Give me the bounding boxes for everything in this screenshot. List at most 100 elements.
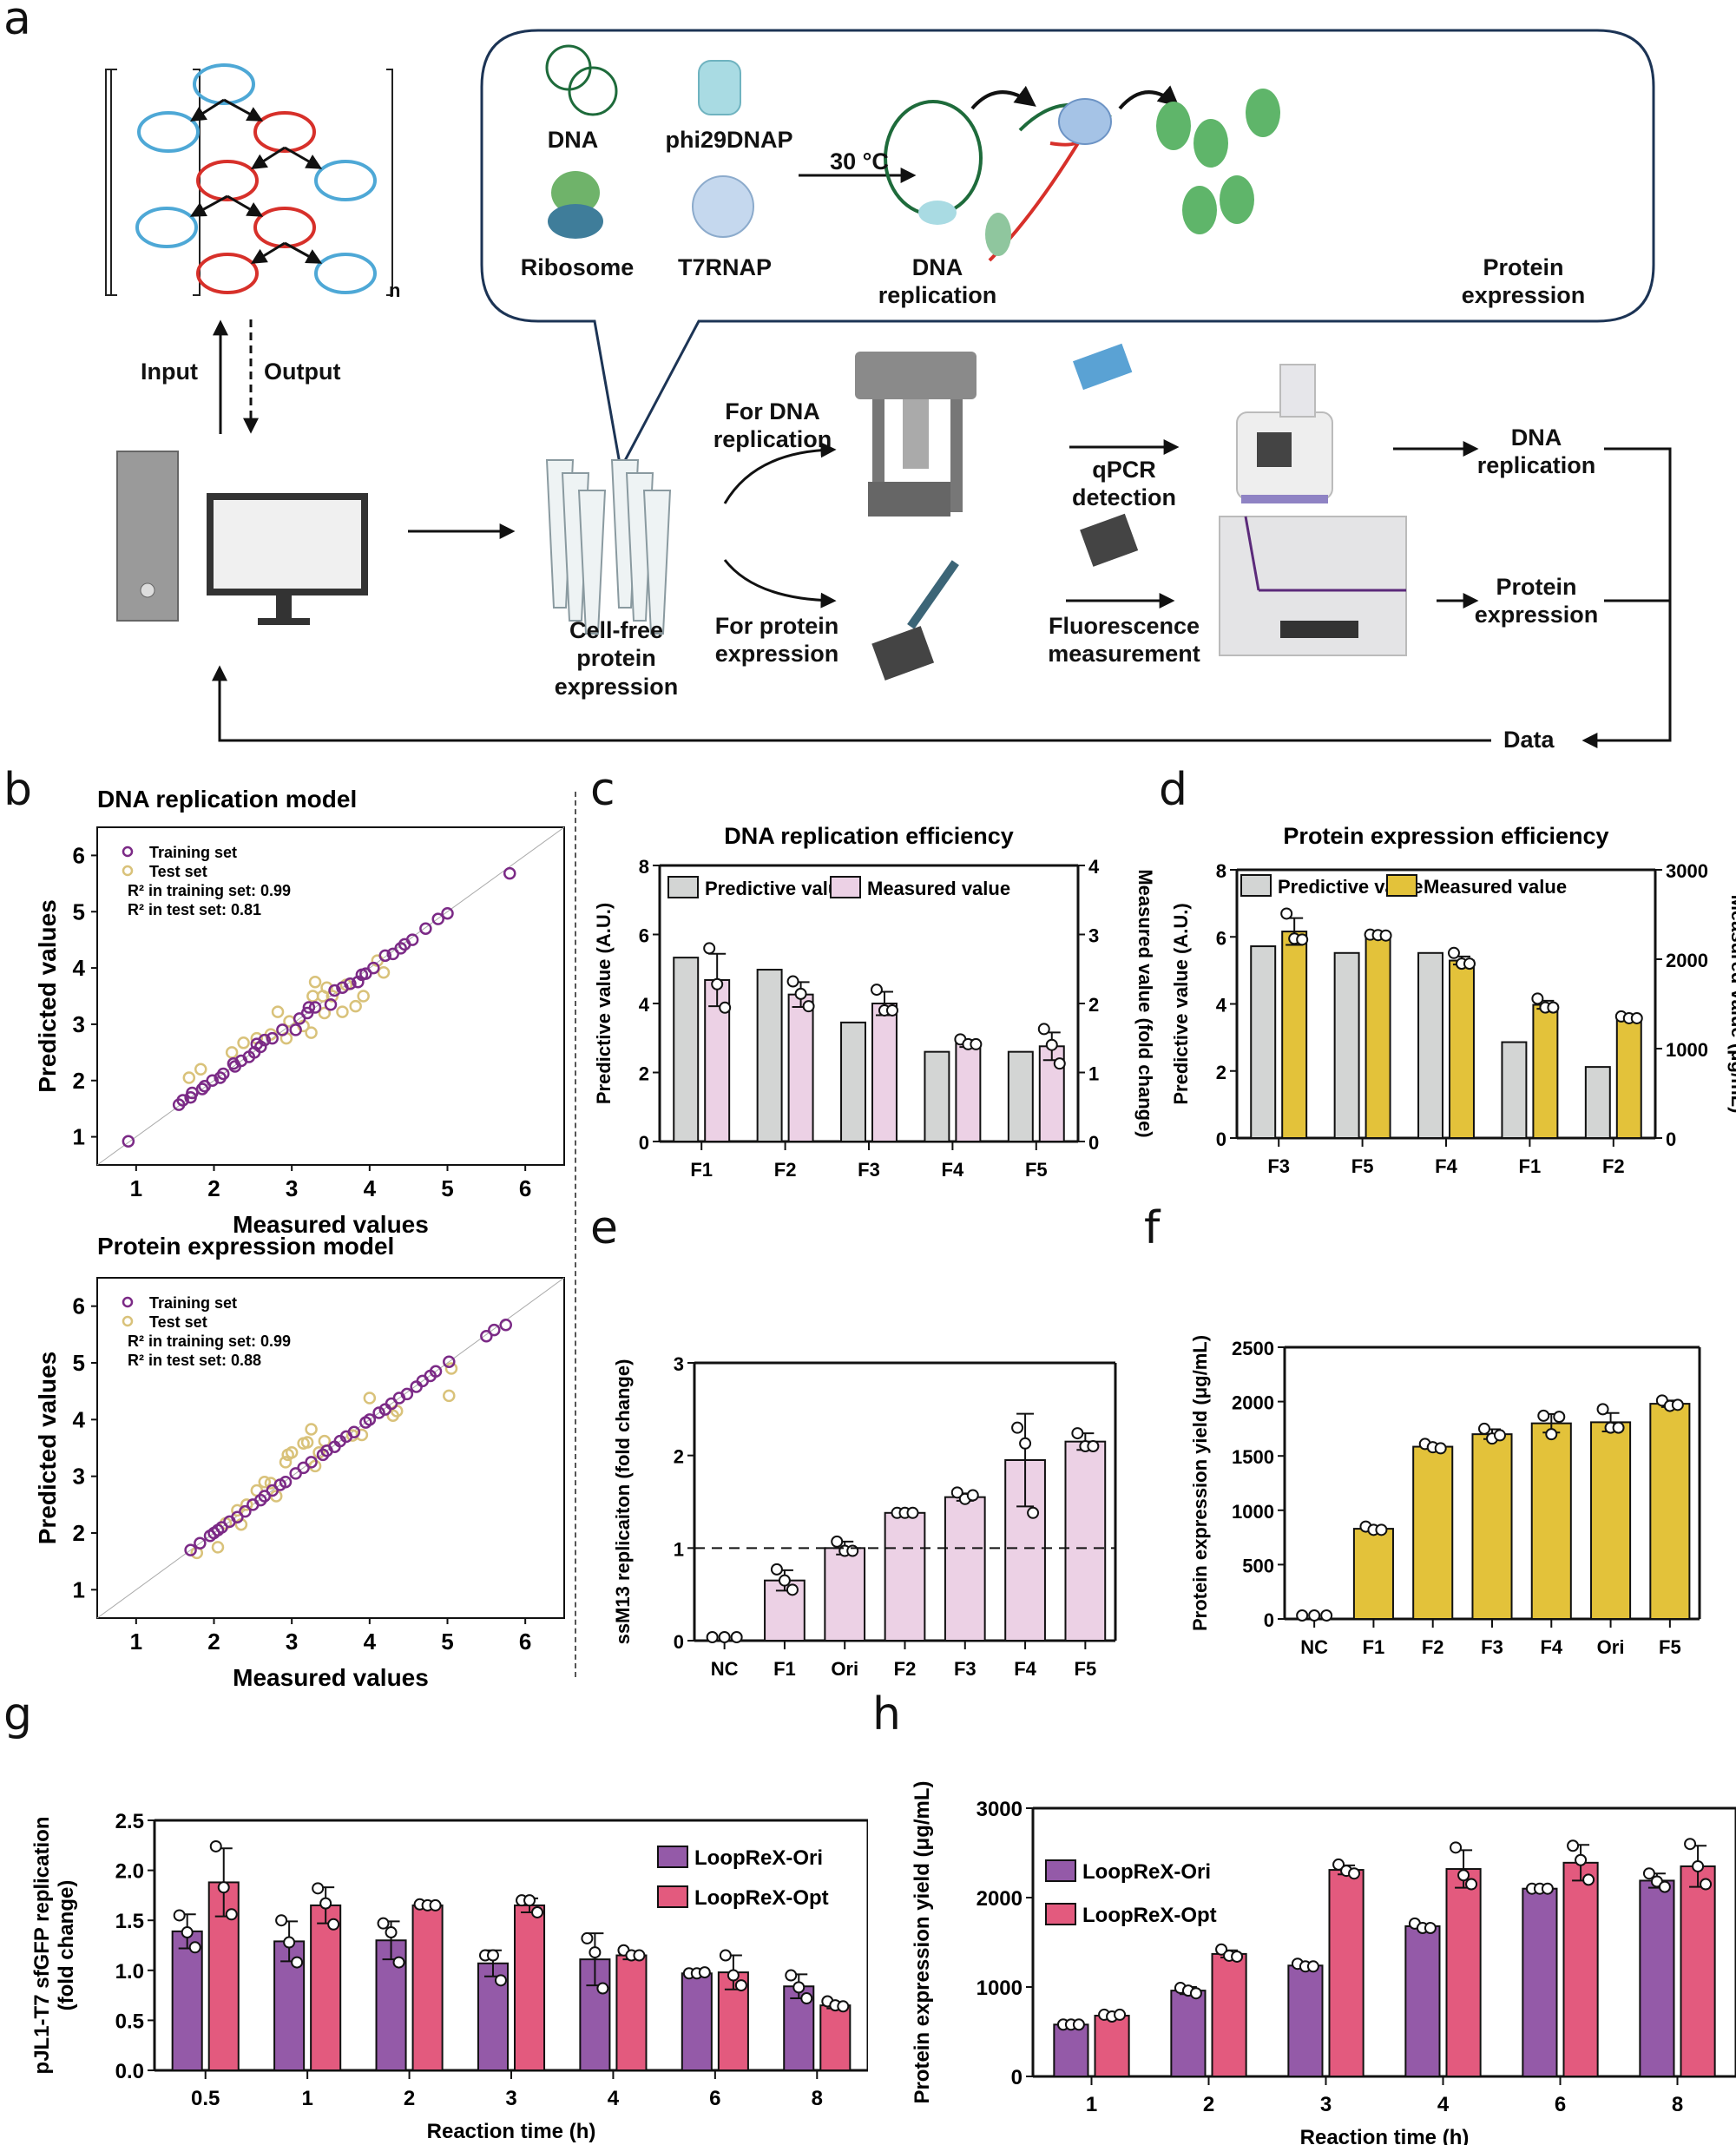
test-point (318, 1006, 332, 1020)
replicate-point (596, 1982, 609, 1995)
test-point (240, 1498, 253, 1511)
tubes-icon (545, 459, 672, 635)
replicate-point (719, 1001, 732, 1014)
replicate-point (719, 1949, 732, 1962)
y-tick-label: 1 (73, 1124, 85, 1150)
y-tick-label: 0 (1216, 1128, 1226, 1150)
replicate-point (1087, 1440, 1100, 1452)
y-tick-label: 3 (674, 1353, 684, 1375)
panel-label-e: e (590, 1202, 618, 1254)
training-point (443, 1355, 456, 1368)
x-axis-label: Measured values (233, 1211, 429, 1233)
y2-tick-label: 0 (1666, 1128, 1676, 1150)
component-t7rnap: T7RNAP (677, 254, 772, 280)
y-tick-label: 4 (1216, 995, 1227, 1017)
replicate-point (1308, 1609, 1321, 1622)
x-tick-label: F3 (1481, 1636, 1503, 1658)
test-point (363, 1392, 377, 1405)
training-point (429, 1365, 443, 1378)
replicate-point (275, 1914, 288, 1927)
replicate-point (486, 1949, 499, 1962)
y2-tick-label: 1 (1088, 1063, 1099, 1085)
legend-swatch (1240, 874, 1272, 897)
training-point (266, 1031, 279, 1045)
x-tick-label: F5 (1025, 1159, 1048, 1181)
replicate-point (1320, 1609, 1333, 1622)
training-point (195, 1082, 209, 1096)
y-tick-label: 0.5 (115, 2010, 144, 2033)
training-point (328, 984, 341, 997)
dna-plasmid-icon (545, 44, 618, 116)
ribosome-icon (548, 171, 603, 239)
bar (1412, 1445, 1454, 1620)
replicate-point (770, 1563, 783, 1576)
x-tick-label: NC (1300, 1636, 1328, 1658)
x-tick-label: Ori (831, 1658, 858, 1680)
y-tick-label: 3 (73, 1464, 85, 1490)
x-tick-label: F3 (954, 1658, 976, 1680)
tree-node (253, 207, 316, 248)
bar (1590, 1421, 1632, 1620)
test-point (377, 966, 391, 979)
replicate-point (188, 1941, 201, 1954)
chart-title: Protein expression efficiency (1283, 823, 1608, 849)
replicate-point (392, 1956, 405, 1969)
plate-icon (1080, 513, 1139, 567)
r2-annotation: R² in training set: 0.99 (128, 882, 291, 899)
training-point (276, 1023, 289, 1036)
x-tick-label: 6 (709, 2087, 720, 2110)
y-axis-label: Predictive value (A.U.) (1170, 903, 1192, 1104)
legend-label: Measured value (867, 878, 1010, 899)
replicate-point (1231, 1950, 1244, 1963)
chart-ssm13-replication: 0 1 2 3 NC F1 Ori F2 F3 F4 F5 ssM13 replicaiton (fo… (612, 1353, 1117, 1680)
x-tick-label: F2 (1602, 1155, 1625, 1177)
replicate-point (785, 1969, 798, 1982)
bar-series-2 (787, 993, 814, 1142)
replicate-point (633, 1949, 646, 1962)
component-phi29dnap: phi29DNAP (665, 127, 793, 153)
panel-divider (575, 792, 576, 1677)
test-point (258, 1475, 272, 1489)
test-point (357, 990, 370, 1003)
replicate-point (1494, 1429, 1506, 1442)
y-tick-label: 6 (639, 925, 649, 947)
plate-icon (871, 626, 935, 681)
x-tick-label: 2 (404, 2087, 415, 2110)
test-point (271, 1005, 285, 1018)
test-point (231, 1503, 244, 1517)
training-point (217, 1067, 230, 1081)
tree-node (196, 160, 259, 201)
x-tick-label: 1 (301, 2087, 312, 2110)
replicate-point (1296, 933, 1309, 946)
y-axis-label: Predictive value (A.U.) (593, 903, 615, 1104)
training-point (367, 961, 380, 975)
panel-label-a: a (3, 0, 31, 45)
output-label: Output (264, 359, 341, 385)
x-tick-label: F2 (774, 1159, 797, 1181)
bar (1064, 1440, 1107, 1642)
x-tick-label: 1 (130, 1628, 142, 1655)
chart-protein-expression-model: Protein expression model 1 2 3 4 5 6 1 2 3 4 5 6 Meas… (34, 1233, 565, 1691)
y-tick-label: 1500 (1232, 1446, 1274, 1468)
training-point (324, 997, 338, 1011)
replicate-point (1642, 1867, 1655, 1880)
bar-series-1 (1584, 1066, 1611, 1139)
replicate-point (523, 1894, 536, 1907)
test-point (300, 1436, 314, 1449)
test-point (444, 1362, 458, 1375)
tree-node (135, 207, 198, 248)
replicate-point (531, 1905, 544, 1918)
x-tick-label: F4 (1014, 1658, 1036, 1680)
replicate-point (1215, 1943, 1228, 1956)
test-point (305, 1026, 318, 1039)
bar-series-2 (1364, 934, 1391, 1139)
y-tick-label: 5 (73, 898, 85, 924)
replicate-point (1541, 1882, 1554, 1895)
x-axis-label: Measured values (233, 1664, 429, 1691)
bar-series-1 (1007, 1050, 1034, 1142)
replicate-point (1045, 1038, 1058, 1051)
replicate-point (1547, 1001, 1560, 1014)
x-tick-label: Ori (1597, 1636, 1625, 1658)
y2-tick-label: 3 (1088, 925, 1099, 947)
bar-series-1 (1333, 951, 1360, 1139)
